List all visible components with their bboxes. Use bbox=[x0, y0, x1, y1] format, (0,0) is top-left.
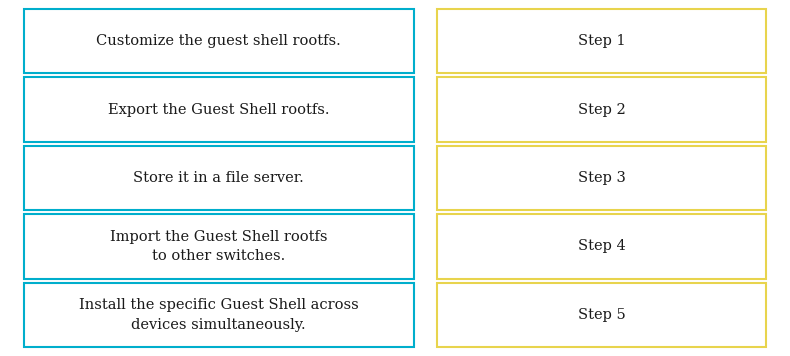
Bar bbox=[438, 9, 766, 73]
Text: Export the Guest Shell rootfs.: Export the Guest Shell rootfs. bbox=[108, 103, 329, 116]
Text: Step 2: Step 2 bbox=[578, 103, 626, 116]
Text: Step 1: Step 1 bbox=[578, 34, 626, 48]
Bar bbox=[24, 146, 414, 210]
Bar bbox=[24, 77, 414, 142]
Text: Import the Guest Shell rootfs
to other switches.: Import the Guest Shell rootfs to other s… bbox=[110, 230, 327, 263]
Bar bbox=[24, 283, 414, 347]
Bar bbox=[438, 146, 766, 210]
Text: Step 4: Step 4 bbox=[578, 240, 626, 253]
Text: Step 5: Step 5 bbox=[578, 308, 626, 322]
Text: Customize the guest shell rootfs.: Customize the guest shell rootfs. bbox=[96, 34, 341, 48]
Bar bbox=[24, 214, 414, 279]
Text: Install the specific Guest Shell across
devices simultaneously.: Install the specific Guest Shell across … bbox=[79, 298, 359, 332]
Bar bbox=[438, 283, 766, 347]
Bar bbox=[438, 77, 766, 142]
Text: Store it in a file server.: Store it in a file server. bbox=[134, 171, 304, 185]
Text: Step 3: Step 3 bbox=[577, 171, 626, 185]
Bar bbox=[24, 9, 414, 73]
Bar bbox=[438, 214, 766, 279]
